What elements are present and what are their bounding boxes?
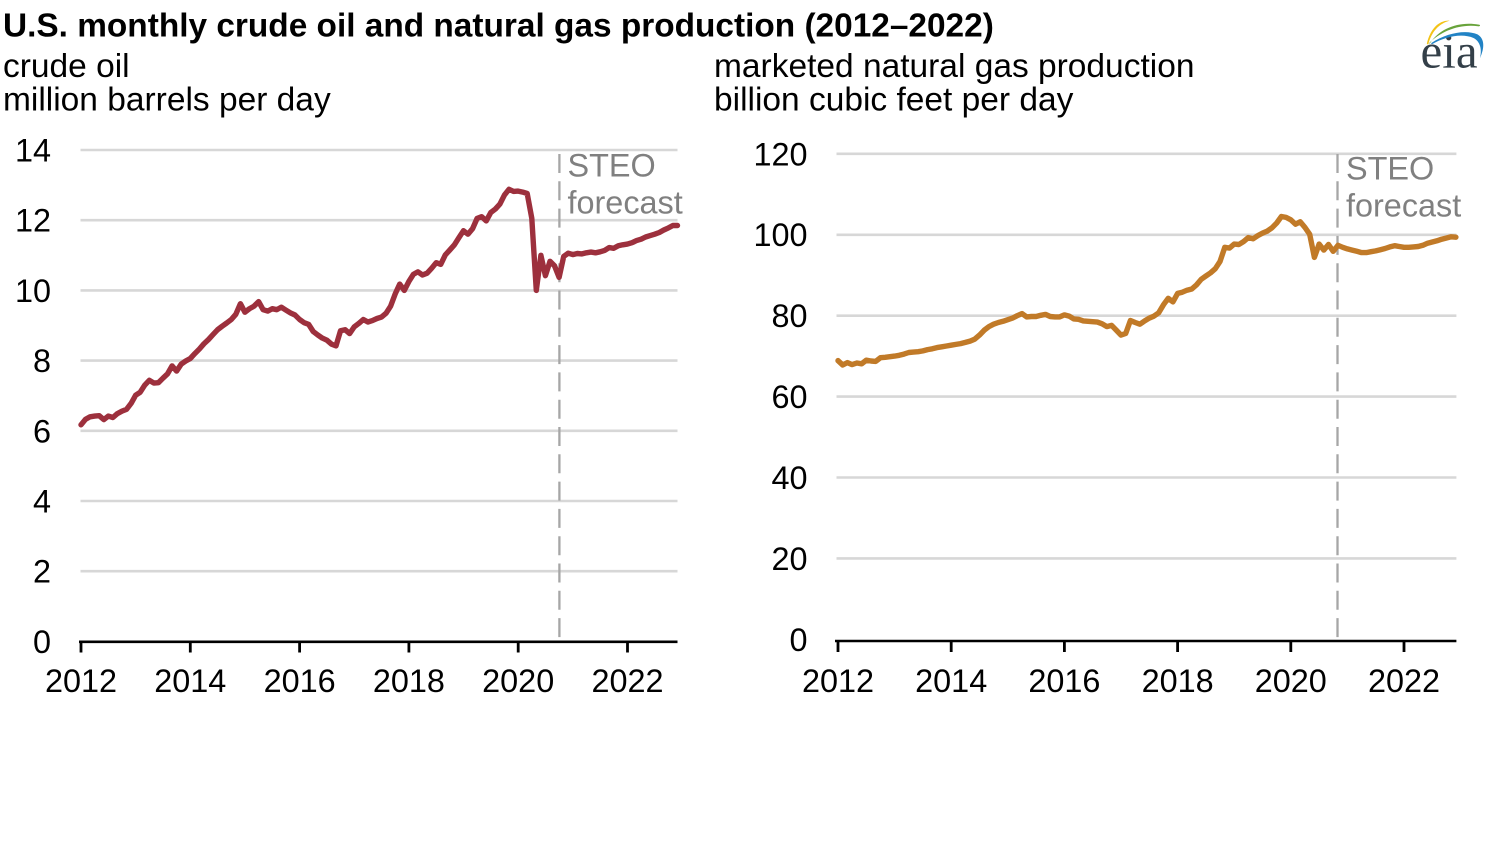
svg-text:8: 8	[33, 343, 51, 379]
svg-text:marketed natural gas productio: marketed natural gas production	[714, 48, 1194, 85]
svg-text:60: 60	[771, 379, 807, 415]
svg-text:2020: 2020	[1255, 663, 1327, 699]
svg-text:40: 40	[771, 460, 807, 496]
svg-text:10: 10	[15, 273, 51, 309]
svg-text:STEO: STEO	[1346, 151, 1434, 187]
svg-text:120: 120	[753, 136, 807, 172]
svg-text:eia: eia	[1421, 24, 1478, 79]
svg-text:12: 12	[15, 203, 51, 239]
svg-text:2016: 2016	[264, 663, 336, 699]
svg-text:0: 0	[33, 624, 51, 660]
svg-text:0: 0	[789, 622, 807, 658]
svg-text:million barrels per day: million barrels per day	[3, 82, 331, 119]
svg-text:2018: 2018	[1142, 663, 1214, 699]
svg-text:80: 80	[771, 298, 807, 334]
svg-text:forecast: forecast	[1346, 188, 1461, 224]
svg-text:2020: 2020	[482, 663, 554, 699]
svg-text:crude oil: crude oil	[3, 48, 130, 85]
svg-text:2014: 2014	[154, 663, 226, 699]
svg-text:U.S. monthly crude oil and nat: U.S. monthly crude oil and natural gas p…	[3, 8, 994, 45]
svg-text:14: 14	[15, 133, 51, 169]
svg-text:100: 100	[753, 217, 807, 253]
svg-text:2012: 2012	[802, 663, 874, 699]
svg-text:2022: 2022	[591, 663, 663, 699]
svg-text:forecast: forecast	[568, 185, 683, 221]
svg-text:2022: 2022	[1368, 663, 1440, 699]
svg-text:4: 4	[33, 484, 51, 520]
svg-text:2012: 2012	[45, 663, 117, 699]
svg-text:STEO: STEO	[568, 148, 656, 184]
svg-text:20: 20	[771, 541, 807, 577]
svg-text:billion cubic feet per day: billion cubic feet per day	[714, 82, 1074, 119]
svg-text:2018: 2018	[373, 663, 445, 699]
svg-text:2: 2	[33, 554, 51, 590]
svg-text:6: 6	[33, 413, 51, 449]
svg-text:2014: 2014	[915, 663, 987, 699]
svg-text:2016: 2016	[1028, 663, 1100, 699]
